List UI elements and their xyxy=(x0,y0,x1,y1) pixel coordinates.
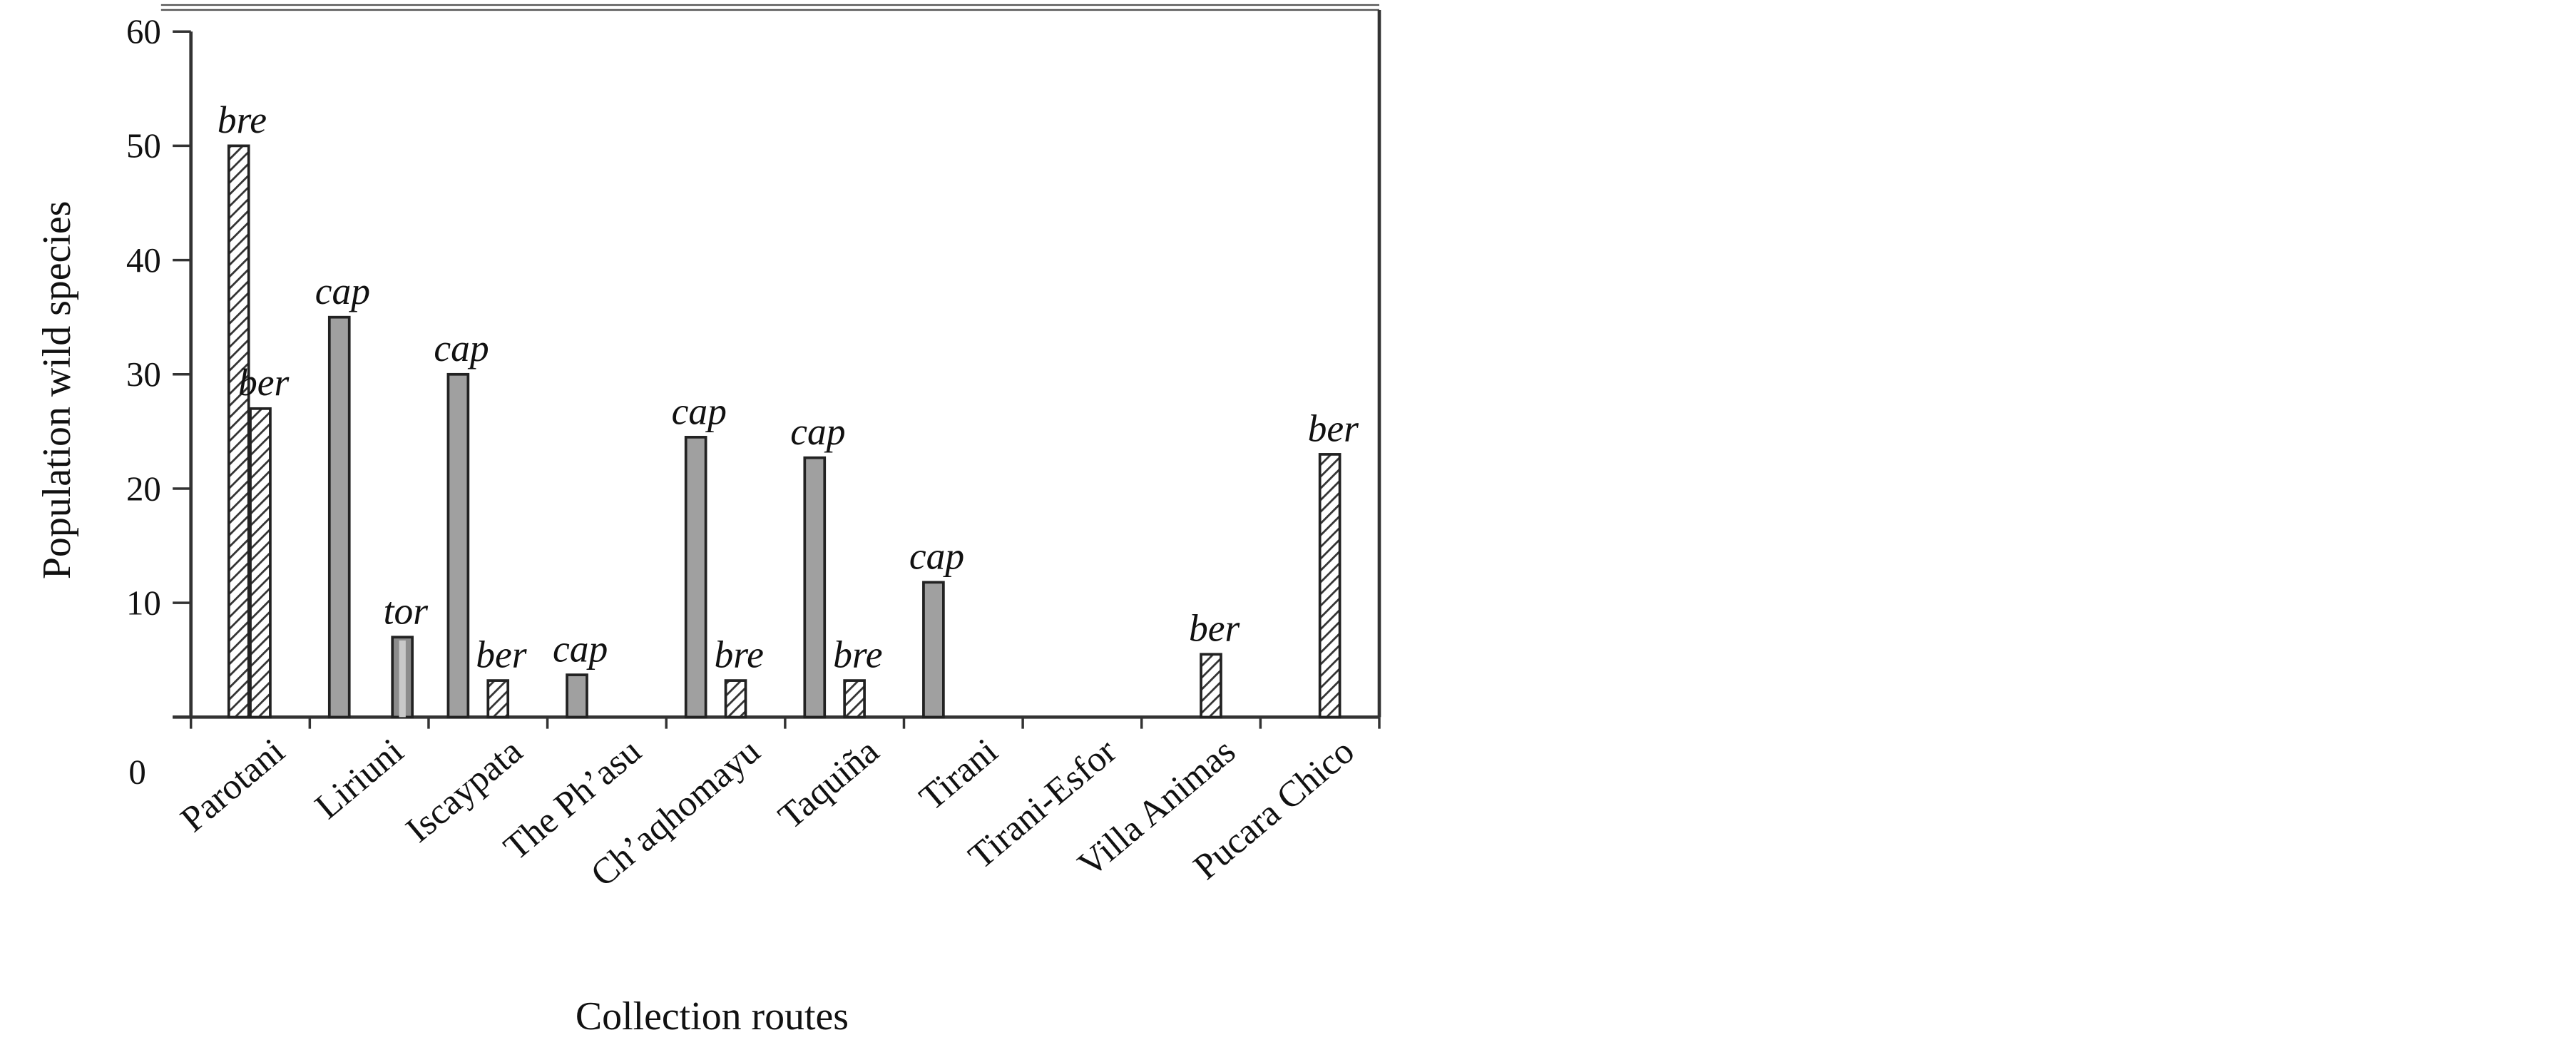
value-label: cap xyxy=(315,270,370,312)
bar xyxy=(684,436,707,719)
x-tick-label: Taquiña xyxy=(771,730,887,837)
y-tick-label: 30 xyxy=(126,355,161,394)
bar xyxy=(446,372,470,719)
bar xyxy=(227,144,250,719)
bar xyxy=(724,679,747,719)
y-tick-label: 40 xyxy=(126,240,161,280)
y-tick-label: 0 xyxy=(128,752,145,791)
y-tick-label: 60 xyxy=(126,12,161,51)
value-label: cap xyxy=(672,389,727,432)
x-tick-label: Tirani xyxy=(912,730,1006,818)
y-tick-label: 20 xyxy=(126,469,161,508)
value-label: bre xyxy=(218,98,267,141)
y-axis-title: Population wild species xyxy=(35,201,79,579)
value-label: cap xyxy=(790,410,845,453)
value-label: ber xyxy=(1189,607,1240,650)
value-label: ber xyxy=(476,633,527,676)
bar xyxy=(803,456,827,719)
value-label: ber xyxy=(238,361,290,404)
value-label: bre xyxy=(833,633,882,676)
value-label: ber xyxy=(1308,407,1359,449)
bar xyxy=(486,679,510,719)
y-tick-label: 50 xyxy=(126,126,161,165)
x-axis-title: Collection routes xyxy=(576,994,849,1039)
bar-highlight xyxy=(399,640,406,718)
value-label: tor xyxy=(384,590,429,633)
value-label: cap xyxy=(553,627,608,670)
value-label: cap xyxy=(909,535,964,578)
y-tick-label: 10 xyxy=(126,583,161,622)
x-tick-label: Parotani xyxy=(173,730,292,840)
bar xyxy=(1318,453,1341,719)
bar xyxy=(1200,653,1222,719)
bar xyxy=(566,673,588,719)
bar xyxy=(843,679,866,719)
value-label: bre xyxy=(714,633,763,676)
value-label: cap xyxy=(434,327,489,369)
bar xyxy=(249,407,272,719)
bar xyxy=(922,581,945,719)
x-tick-label: Liriuni xyxy=(307,730,412,827)
bar xyxy=(327,315,351,719)
